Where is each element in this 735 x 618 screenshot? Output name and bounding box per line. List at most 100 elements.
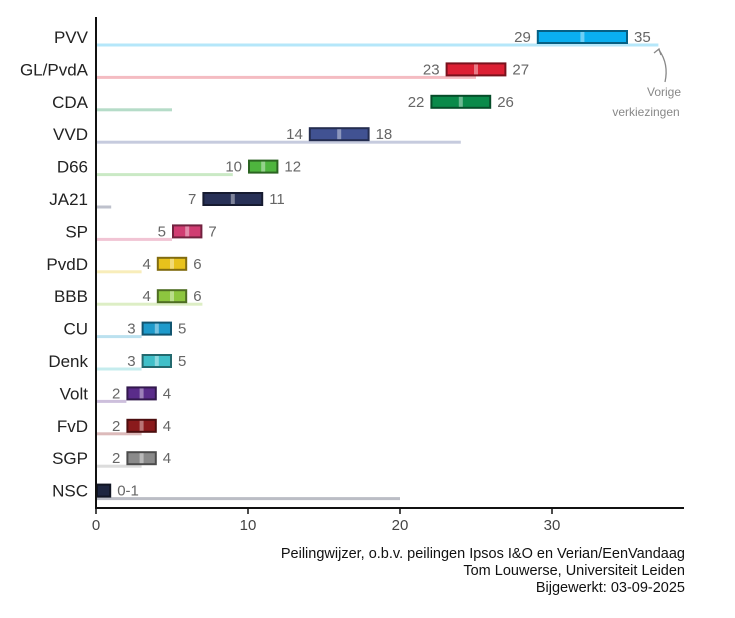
- range-bar-bbb: [158, 291, 186, 302]
- range-midpoint-cda: [458, 96, 463, 107]
- previous-bar-bbb: [96, 302, 203, 306]
- range-midpoint-fvd: [139, 420, 144, 431]
- credits-updated: Bijgewerkt: 03-09-2025: [535, 580, 685, 596]
- range-bar-gl-pvda: [447, 64, 505, 75]
- party-label-bbb: BBB: [54, 287, 88, 306]
- low-label-sgp: 2: [112, 450, 120, 467]
- range-midpoint-bbb: [170, 291, 174, 302]
- party-label-cda: CDA: [52, 93, 89, 112]
- range-bar-sgp: [128, 453, 155, 464]
- range-midpoint-cu: [154, 323, 159, 334]
- x-tick-label-30: 30: [544, 517, 561, 534]
- party-label-ja21: JA21: [49, 190, 88, 209]
- party-label-d66: D66: [57, 158, 88, 177]
- low-label-fvd: 2: [112, 418, 120, 435]
- high-label-sp: 7: [208, 223, 216, 240]
- range-bar-volt: [128, 388, 155, 399]
- low-label-gl-pvda: 23: [423, 61, 440, 78]
- party-label-sgp: SGP: [52, 449, 88, 468]
- previous-bar-cda: [96, 108, 172, 112]
- low-label-sp: 5: [158, 223, 166, 240]
- annotation-arrow: [658, 49, 667, 83]
- low-label-cda: 22: [408, 94, 425, 111]
- previous-bar-sgp: [96, 464, 142, 468]
- range-midpoint-sp: [185, 226, 190, 237]
- range-label-nsc: 0-1: [117, 483, 139, 500]
- range-midpoint-pvdd: [170, 258, 174, 269]
- high-label-gl-pvda: 27: [512, 61, 529, 78]
- range-bar-denk: [143, 356, 170, 366]
- range-midpoint-denk: [154, 356, 159, 366]
- range-midpoint-vvd: [337, 129, 342, 140]
- range-midpoint-ja21: [230, 194, 235, 204]
- party-label-cu: CU: [63, 320, 88, 339]
- x-axis: 0 10 20 30: [92, 17, 684, 534]
- previous-bar-vvd: [96, 140, 461, 144]
- range-bar-sp: [174, 226, 201, 237]
- low-label-bbb: 4: [142, 288, 150, 305]
- previous-bar-sp: [96, 237, 172, 241]
- low-label-denk: 3: [127, 353, 135, 370]
- credits-author: Tom Louwerse, Universiteit Leiden: [463, 563, 685, 579]
- previous-bar-pvv: [96, 43, 659, 47]
- party-label-volt: Volt: [60, 384, 89, 403]
- party-label-denk: Denk: [48, 352, 88, 371]
- low-label-vvd: 14: [286, 126, 303, 143]
- high-label-fvd: 4: [163, 418, 171, 435]
- poll-range-bars: [96, 30, 628, 498]
- annotation-word-2: verkiezingen: [612, 105, 679, 119]
- party-label-pvv: PVV: [54, 28, 89, 47]
- range-bar-vvd: [310, 129, 368, 140]
- annotation-arrowhead: [653, 47, 662, 56]
- high-label-cda: 26: [497, 94, 514, 111]
- previous-bar-d66: [96, 173, 233, 177]
- party-label-vvd: VVD: [53, 125, 88, 144]
- low-label-volt: 2: [112, 385, 120, 402]
- party-label-nsc: NSC: [52, 482, 88, 501]
- range-bar-nsc: [98, 485, 110, 496]
- high-label-bbb: 6: [193, 288, 201, 305]
- range-midpoint-gl-pvda: [474, 64, 478, 75]
- high-label-pvdd: 6: [193, 256, 201, 273]
- range-bar-pvdd: [158, 258, 186, 269]
- range-midpoint-sgp: [139, 453, 144, 464]
- previous-bar-volt: [96, 399, 127, 403]
- previous-election-bars: [96, 43, 659, 501]
- credits-source: Peilingwijzer, o.b.v. peilingen Ipsos I&…: [280, 546, 685, 562]
- annotation-word-1: Vorige: [647, 85, 681, 99]
- high-label-denk: 5: [178, 353, 186, 370]
- high-label-sgp: 4: [163, 450, 171, 467]
- range-bar-cu: [143, 323, 170, 334]
- previous-bar-fvd: [96, 432, 142, 436]
- range-midpoint-volt: [139, 388, 144, 399]
- high-label-pvv: 35: [634, 29, 651, 46]
- high-label-d66: 12: [284, 159, 301, 176]
- party-label-fvd: FvD: [57, 417, 88, 436]
- range-bar-pvv: [538, 32, 626, 42]
- low-label-pvdd: 4: [142, 256, 150, 273]
- previous-bar-pvdd: [96, 270, 142, 274]
- high-label-vvd: 18: [376, 126, 393, 143]
- low-label-pvv: 29: [514, 29, 531, 46]
- range-bar-fvd: [128, 420, 155, 431]
- previous-bar-nsc: [96, 497, 400, 501]
- x-tick-label-20: 20: [392, 517, 409, 534]
- previous-election-annotation: Vorige verkiezingen: [612, 47, 681, 119]
- high-label-cu: 5: [178, 321, 186, 338]
- party-label-gl-pvda: GL/PvdA: [20, 60, 89, 79]
- previous-bar-ja21: [96, 205, 112, 209]
- high-label-ja21: 11: [269, 191, 285, 208]
- range-bar-ja21: [204, 194, 262, 204]
- range-midpoint-d66: [261, 161, 266, 172]
- previous-bar-cu: [96, 335, 142, 339]
- previous-bar-denk: [96, 367, 142, 371]
- range-bar-cda: [432, 96, 490, 107]
- party-label-pvdd: PvdD: [46, 255, 88, 274]
- x-tick-label-10: 10: [240, 517, 257, 534]
- party-label-sp: SP: [65, 222, 88, 241]
- previous-bar-gl-pvda: [96, 75, 476, 79]
- credits: Peilingwijzer, o.b.v. peilingen Ipsos I&…: [281, 546, 685, 597]
- x-tick-label-0: 0: [92, 517, 100, 534]
